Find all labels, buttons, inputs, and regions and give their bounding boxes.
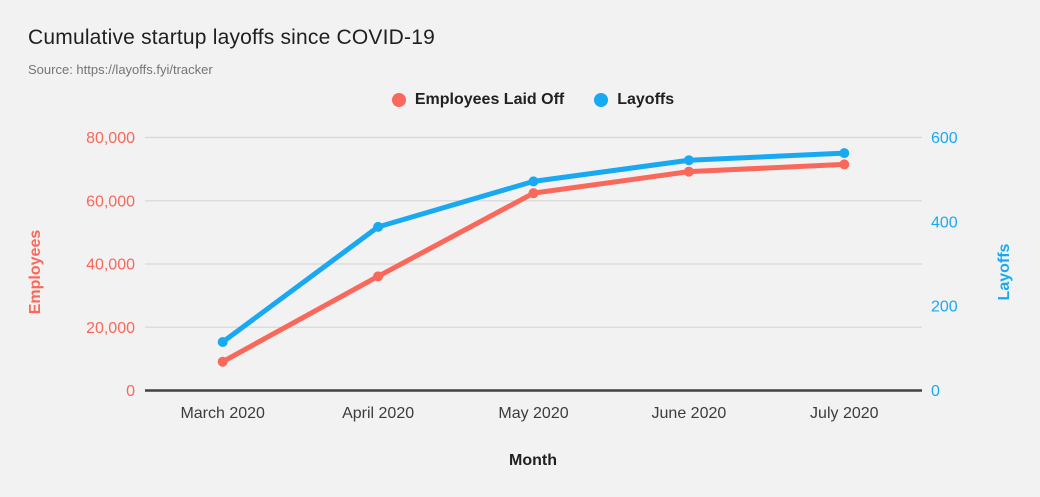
data-point-employees-laid-off-april-2020[interactable]	[373, 271, 384, 282]
legend: Employees Laid Off Layoffs	[0, 91, 1040, 109]
chart-source: Source: https://layoffs.fyi/tracker	[28, 62, 213, 77]
left-axis-tick-label: 80,000	[86, 130, 135, 147]
y-axis-title-layoffs: Layoffs	[996, 243, 1013, 301]
legend-label-layoffs: Layoffs	[617, 91, 675, 108]
data-point-layoffs-march-2020[interactable]	[217, 337, 228, 348]
x-axis-tick-label-july-2020: July 2020	[810, 405, 879, 422]
data-point-layoffs-july-2020[interactable]	[839, 148, 850, 159]
right-axis-tick-label: 600	[931, 130, 958, 147]
x-axis-tick-label-april-2020: April 2020	[342, 405, 414, 422]
data-point-employees-laid-off-july-2020[interactable]	[839, 159, 850, 170]
chart-title: Cumulative startup layoffs since COVID-1…	[28, 26, 435, 49]
legend-swatch-employees-icon	[391, 93, 406, 107]
left-axis-tick-label: 0	[126, 383, 135, 400]
y-axis-title-employees: Employees	[27, 229, 44, 315]
data-point-layoffs-april-2020[interactable]	[373, 221, 384, 232]
right-axis-tick-label: 400	[931, 214, 958, 231]
legend-swatch-layoffs-icon	[594, 93, 609, 107]
data-point-layoffs-june-2020[interactable]	[683, 155, 694, 166]
data-point-employees-laid-off-june-2020[interactable]	[683, 166, 694, 177]
left-axis-tick-label: 20,000	[86, 320, 135, 337]
legend-item-employees-laid-off[interactable]: Employees Laid Off	[391, 91, 565, 109]
x-axis-tick-label-june-2020: June 2020	[652, 405, 727, 422]
left-axis-tick-label: 60,000	[86, 193, 135, 210]
left-axis-tick-label: 40,000	[86, 257, 135, 274]
x-axis-tick-label-may-2020: May 2020	[498, 405, 568, 422]
right-axis-tick-label: 200	[931, 299, 958, 316]
legend-label-employees: Employees Laid Off	[414, 91, 565, 108]
data-point-employees-laid-off-may-2020[interactable]	[528, 188, 539, 199]
right-axis-tick-label: 0	[931, 383, 940, 400]
x-axis-title-month: Month	[509, 452, 557, 469]
x-axis-tick-label-march-2020: March 2020	[180, 405, 265, 422]
legend-item-layoffs[interactable]: Layoffs	[594, 91, 674, 109]
data-point-employees-laid-off-march-2020[interactable]	[217, 356, 228, 367]
data-point-layoffs-may-2020[interactable]	[528, 176, 539, 187]
